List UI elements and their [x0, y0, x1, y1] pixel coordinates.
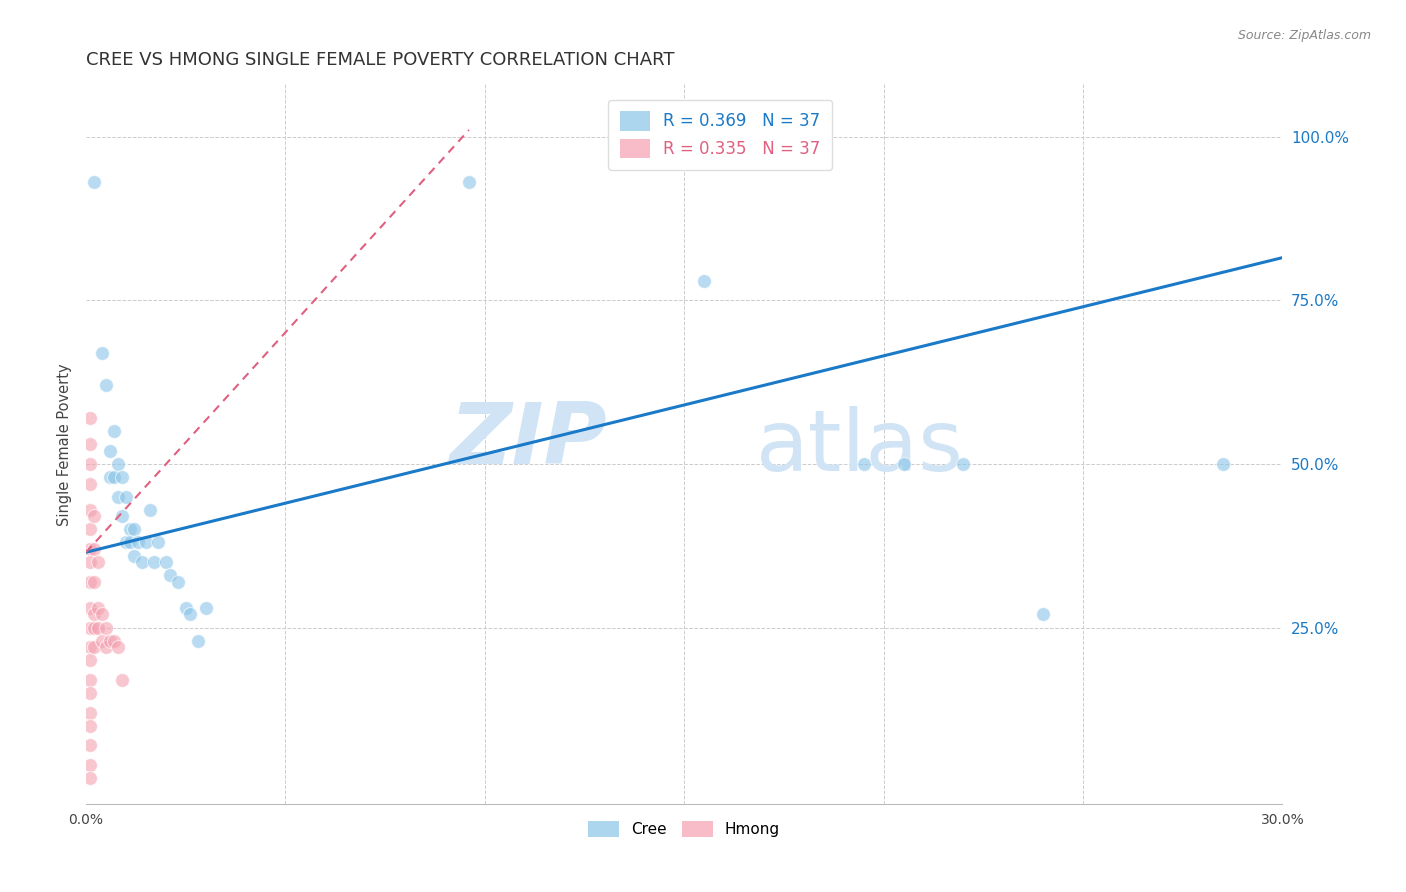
Point [79, 555, 101, 569]
Point [87, 555, 110, 569]
Point [94, 640, 117, 655]
Point [94, 621, 117, 635]
Point [79, 621, 101, 635]
Point [83, 607, 105, 622]
Point [91, 607, 114, 622]
Point [98, 633, 121, 648]
Y-axis label: Single Female Poverty: Single Female Poverty [58, 363, 72, 525]
Point [103, 633, 125, 648]
Point [107, 457, 129, 471]
Point [127, 535, 149, 549]
Point [118, 535, 141, 549]
Point [103, 424, 125, 438]
Point [142, 555, 165, 569]
Point [79, 706, 101, 720]
Point [79, 719, 101, 733]
Point [952, 457, 974, 471]
Point [79, 653, 101, 667]
Point [94, 378, 117, 392]
Point [159, 568, 181, 582]
Point [79, 522, 101, 536]
Point [83, 574, 105, 589]
Point [91, 633, 114, 648]
Text: ZIP: ZIP [449, 399, 606, 482]
Point [107, 640, 129, 655]
Point [107, 490, 129, 504]
Point [91, 345, 114, 359]
Point [79, 476, 101, 491]
Text: atlas: atlas [756, 407, 965, 490]
Point [166, 574, 188, 589]
Point [87, 601, 110, 615]
Point [79, 457, 101, 471]
Point [79, 640, 101, 655]
Point [98, 443, 121, 458]
Point [115, 490, 138, 504]
Point [79, 739, 101, 753]
Point [693, 274, 716, 288]
Point [79, 686, 101, 700]
Text: CREE VS HMONG SINGLE FEMALE POVERTY CORRELATION CHART: CREE VS HMONG SINGLE FEMALE POVERTY CORR… [86, 51, 675, 69]
Point [135, 535, 157, 549]
Point [98, 470, 121, 484]
Point [122, 549, 145, 563]
Point [79, 541, 101, 556]
Point [893, 457, 915, 471]
Point [83, 640, 105, 655]
Point [187, 633, 209, 648]
Point [458, 175, 481, 189]
Point [194, 601, 217, 615]
Point [179, 607, 201, 622]
Point [79, 771, 101, 785]
Point [1212, 457, 1234, 471]
Point [87, 621, 110, 635]
Point [115, 535, 138, 549]
Point [83, 541, 105, 556]
Point [111, 673, 134, 687]
Point [83, 509, 105, 524]
Point [79, 411, 101, 425]
Point [111, 509, 134, 524]
Point [79, 502, 101, 516]
Point [103, 470, 125, 484]
Point [146, 535, 169, 549]
Point [79, 574, 101, 589]
Point [79, 437, 101, 451]
Legend: Cree, Hmong: Cree, Hmong [582, 815, 786, 844]
Point [83, 175, 105, 189]
Point [1032, 607, 1054, 622]
Point [174, 601, 197, 615]
Point [118, 522, 141, 536]
Point [79, 673, 101, 687]
Point [852, 457, 875, 471]
Point [122, 522, 145, 536]
Text: Source: ZipAtlas.com: Source: ZipAtlas.com [1237, 29, 1371, 42]
Point [131, 555, 153, 569]
Point [83, 621, 105, 635]
Point [79, 601, 101, 615]
Point [139, 502, 162, 516]
Point [79, 758, 101, 772]
Point [111, 470, 134, 484]
Point [155, 555, 177, 569]
